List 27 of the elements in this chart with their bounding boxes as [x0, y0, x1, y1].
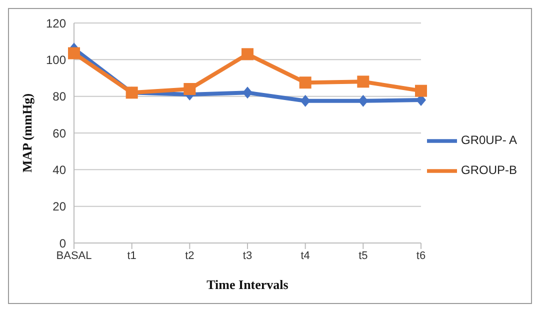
- y-tick-label: 0: [59, 236, 66, 250]
- point: [299, 76, 312, 89]
- legend-label: GROUP-B: [461, 163, 518, 178]
- x-tick-label: BASAL: [56, 250, 92, 262]
- point: [415, 84, 427, 97]
- x-tick-label: t3: [242, 250, 252, 262]
- point: [68, 47, 80, 60]
- point: [300, 94, 310, 107]
- y-tick-label: 80: [52, 90, 66, 104]
- x-tick-label: t2: [185, 250, 194, 262]
- point: [357, 76, 370, 88]
- x-axis-title: Time Intervals: [206, 277, 288, 292]
- point: [242, 48, 254, 60]
- y-tick-label: 100: [46, 52, 66, 67]
- y-tick-label: 60: [52, 126, 66, 140]
- x-tick-label: t6: [416, 250, 426, 262]
- point: [358, 94, 368, 107]
- point: [184, 83, 196, 95]
- y-tick-label: 20: [52, 200, 66, 214]
- x-tick-label: t4: [300, 250, 310, 262]
- point: [242, 86, 252, 99]
- y-axis-title: MAP (mmHg): [20, 93, 35, 173]
- legend-label: GR0UP- A: [461, 133, 518, 148]
- x-tick-label: t1: [127, 250, 136, 262]
- y-tick-label: 40: [52, 162, 66, 177]
- y-tick-label: 120: [46, 16, 66, 30]
- x-tick-label: t5: [358, 250, 368, 262]
